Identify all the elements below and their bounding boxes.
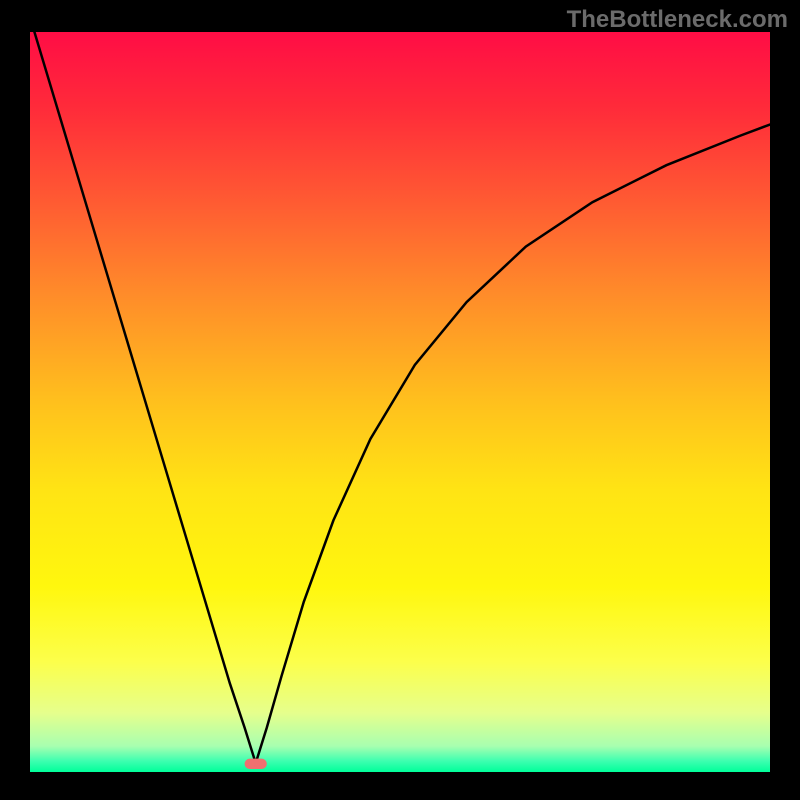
optimum-marker	[245, 759, 267, 769]
watermark-text: TheBottleneck.com	[567, 6, 788, 34]
chart-container: { "watermark": { "text": "TheBottleneck.…	[0, 0, 800, 800]
gradient-background	[30, 32, 770, 772]
chart-svg	[30, 32, 770, 772]
plot-area	[30, 32, 770, 772]
